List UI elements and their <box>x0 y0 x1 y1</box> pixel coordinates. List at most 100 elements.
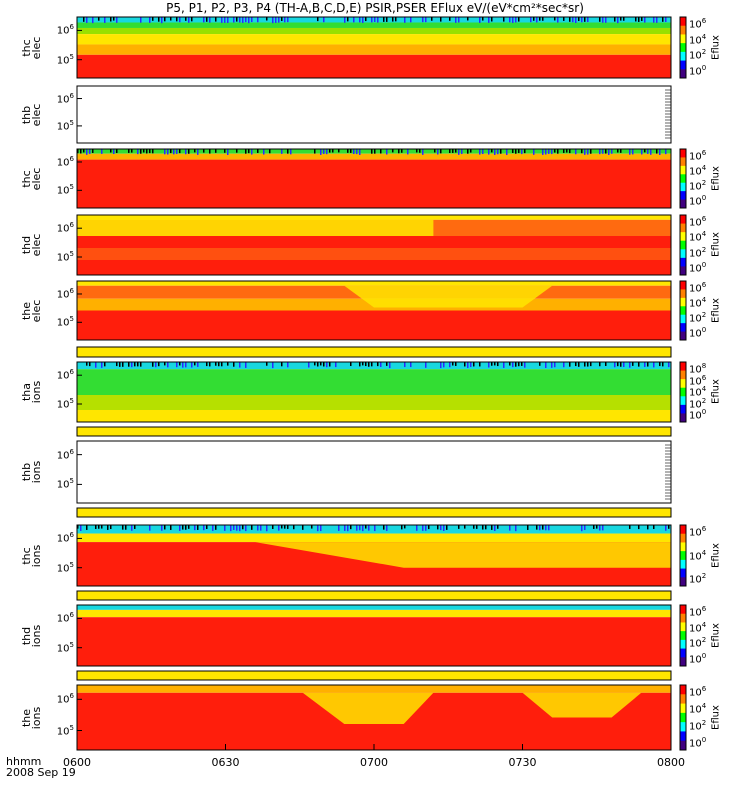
panel-frame <box>76 214 672 276</box>
colorbar-segment <box>680 223 686 233</box>
noise-speckle <box>410 17 412 23</box>
noise-speckle <box>152 17 154 21</box>
noise-speckle <box>188 17 190 23</box>
noise-speckle <box>569 17 571 22</box>
flux-band <box>77 34 671 45</box>
colorbar-segment <box>680 387 686 397</box>
colorbar-segment <box>680 199 686 209</box>
colorbar-segment <box>680 685 686 695</box>
noise-speckle <box>116 362 118 367</box>
colorbar <box>679 361 687 423</box>
noise-speckle <box>374 149 376 154</box>
noise-speckle <box>350 149 352 153</box>
flux-feature <box>302 692 434 724</box>
colorbar-segment <box>680 694 686 705</box>
noise-speckle <box>494 362 496 366</box>
noise-speckle <box>503 362 505 368</box>
colorbar-segment <box>680 266 686 276</box>
noise-speckle <box>611 149 613 154</box>
noise-speckle <box>386 525 388 531</box>
flux-band <box>77 27 671 35</box>
noise-speckle <box>416 525 418 531</box>
noise-speckle <box>206 362 208 367</box>
noise-speckle <box>632 149 634 155</box>
flux-band <box>77 605 671 610</box>
noise-speckle <box>161 525 163 531</box>
noise-speckle <box>359 149 361 155</box>
noise-speckle <box>242 17 244 23</box>
x-tick-label: 0630 <box>211 756 240 769</box>
noise-speckle <box>479 17 481 23</box>
colorbar <box>679 16 687 79</box>
noise-speckle <box>548 149 550 154</box>
noise-speckle <box>230 525 232 532</box>
colorbar-segment <box>680 43 686 53</box>
noise-speckle <box>110 17 112 22</box>
noise-speckle <box>167 149 169 155</box>
colorbar-segment <box>680 639 686 650</box>
noise-speckle <box>614 362 616 368</box>
noise-speckle <box>584 362 586 367</box>
colorbar-segment <box>680 232 686 242</box>
noise-speckle <box>614 17 616 22</box>
y-tick-label: 106 <box>56 447 74 461</box>
noise-speckle <box>227 149 229 155</box>
noise-speckle <box>326 362 328 368</box>
noise-speckle <box>338 525 340 531</box>
noise-speckle <box>383 525 385 530</box>
noise-speckle <box>191 362 193 368</box>
noise-speckle <box>215 17 217 22</box>
colorbar-segment <box>680 370 686 380</box>
separator-strip <box>76 426 672 437</box>
noise-speckle <box>599 17 601 22</box>
noise-speckle <box>110 149 112 153</box>
colorbar <box>679 148 687 209</box>
noise-speckle <box>551 362 553 368</box>
noise-speckle <box>281 17 283 22</box>
colorbar-segment <box>680 297 686 307</box>
noise-speckle <box>365 362 367 367</box>
noise-speckle <box>653 17 655 23</box>
noise-speckle <box>80 525 82 531</box>
noise-speckle <box>320 525 322 532</box>
colorbar-segment <box>680 525 686 535</box>
noise-speckle <box>665 525 667 531</box>
colorbar-segment <box>680 51 686 62</box>
noise-speckle <box>245 149 247 154</box>
noise-speckle <box>590 149 592 154</box>
noise-speckle <box>503 17 505 22</box>
noise-speckle <box>389 362 391 369</box>
noise-speckle <box>512 362 514 368</box>
noise-speckle <box>539 362 541 366</box>
colorbar-tick-label: 106 <box>689 281 707 295</box>
noise-speckle <box>119 362 121 367</box>
noise-speckle <box>194 362 196 366</box>
noise-speckle <box>515 17 517 23</box>
colorbar-tick-label: 102 <box>689 245 707 259</box>
noise-speckle <box>653 525 655 530</box>
y-tick-label: 105 <box>56 52 74 67</box>
noise-speckle <box>467 17 469 21</box>
noise-speckle <box>458 149 460 155</box>
noise-speckle <box>95 362 97 368</box>
noise-speckle <box>617 149 619 153</box>
noise-speckle <box>137 362 139 367</box>
noise-speckle <box>629 149 631 155</box>
colorbar-segment <box>680 306 686 316</box>
noise-speckle <box>617 362 619 367</box>
noise-speckle <box>455 17 457 23</box>
noise-speckle <box>77 149 79 154</box>
noise-speckle <box>620 362 622 367</box>
noise-speckle <box>446 525 448 530</box>
noise-speckle <box>245 525 247 532</box>
noise-speckle <box>209 149 211 154</box>
noise-speckle <box>497 149 499 155</box>
noise-speckle <box>578 362 580 367</box>
noise-speckle <box>395 17 397 22</box>
colorbar <box>679 604 687 667</box>
noise-speckle <box>554 362 556 368</box>
y-tick-label: 106 <box>56 154 74 169</box>
colorbar-segment <box>680 249 686 259</box>
colorbar-segment <box>680 613 686 623</box>
